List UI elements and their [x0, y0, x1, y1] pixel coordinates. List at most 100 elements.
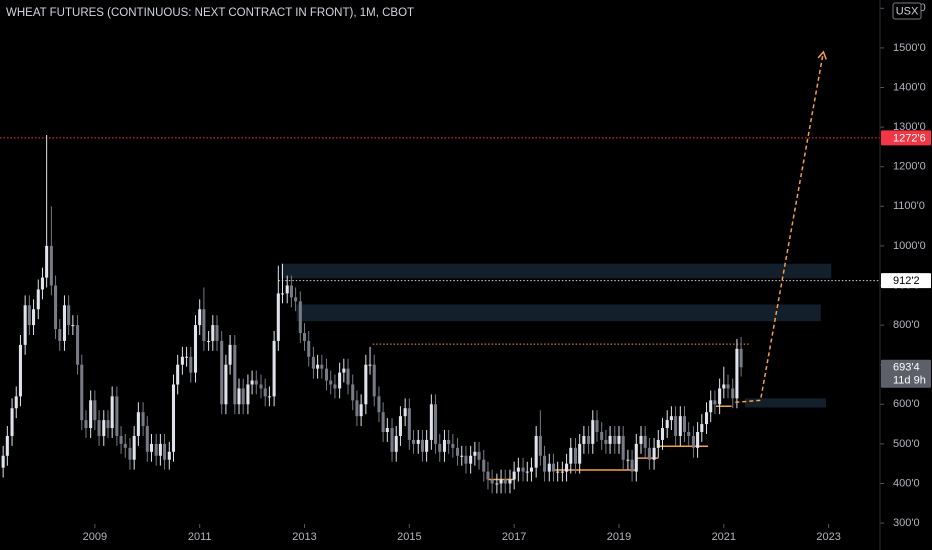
- candle-body: [54, 285, 58, 330]
- candle-body: [71, 325, 75, 327]
- candle-body: [198, 309, 202, 326]
- candle-body: [263, 388, 267, 397]
- candle-body: [5, 435, 9, 456]
- candle-body: [128, 447, 132, 460]
- candle-body: [722, 384, 726, 389]
- candle-body: [298, 301, 302, 334]
- candle-body: [250, 380, 254, 385]
- candle-body: [473, 451, 477, 456]
- candle-body: [10, 408, 14, 436]
- x-tick-label: 2015: [397, 531, 421, 543]
- candle-body: [333, 384, 337, 389]
- candle-body: [84, 420, 88, 429]
- candle-body: [420, 439, 424, 452]
- candle-body: [731, 388, 735, 399]
- candle-body: [180, 356, 184, 365]
- candle-body: [691, 435, 695, 448]
- candle-body: [578, 443, 582, 464]
- candle-body: [97, 420, 101, 436]
- candle-body: [416, 439, 420, 444]
- candle-body: [538, 435, 542, 456]
- candle-body: [647, 447, 651, 460]
- currency-box: [892, 2, 922, 20]
- candle-body: [316, 364, 320, 369]
- candle-body: [639, 435, 643, 444]
- candle-body: [682, 416, 687, 433]
- candle-body: [163, 443, 167, 460]
- candle-body: [630, 459, 634, 472]
- candle-body: [490, 479, 494, 484]
- price-label: 1272'6: [893, 132, 926, 144]
- candle-body: [700, 424, 704, 433]
- chart-title: WHEAT FUTURES (CONTINUOUS: NEXT CONTRACT…: [6, 7, 414, 19]
- candle-body: [123, 443, 127, 448]
- candle-body: [359, 404, 363, 417]
- candle-body: [364, 364, 368, 405]
- y-tick-label: 400'0: [893, 477, 920, 489]
- candle-body: [220, 340, 224, 405]
- price-label: 693'4: [893, 362, 920, 374]
- candle-body: [595, 420, 599, 433]
- candle-body: [398, 416, 402, 436]
- candle-body: [276, 293, 280, 341]
- candle-body: [228, 344, 232, 365]
- candle-body: [289, 285, 293, 298]
- candle-body: [551, 463, 556, 472]
- candle-body: [503, 479, 507, 484]
- candle-body: [45, 245, 49, 278]
- candle-body: [14, 396, 18, 409]
- candle-body: [678, 416, 682, 436]
- candle-body: [534, 435, 538, 468]
- candle-body: [294, 297, 298, 302]
- candle-body: [464, 455, 468, 464]
- candle-body: [438, 443, 442, 452]
- candle-body: [425, 439, 429, 452]
- candle-body: [482, 459, 486, 472]
- candle-body: [604, 439, 608, 444]
- plot: 2009 2011 2013 2015 2017 2019 2021 2023: [0, 50, 880, 543]
- projection-arrowhead: [817, 50, 827, 60]
- y-tick-label: 800'0: [893, 319, 920, 331]
- candle-body: [93, 400, 97, 421]
- candle-body: [626, 459, 630, 461]
- candle-body: [110, 396, 114, 429]
- candle-body: [351, 384, 355, 401]
- candle-body: [643, 435, 647, 448]
- candle-body: [285, 285, 289, 294]
- candle-body: [456, 447, 460, 456]
- candle-body: [324, 368, 329, 381]
- candle-body: [660, 428, 665, 440]
- candle-body: [246, 384, 250, 405]
- candle-body: [259, 384, 263, 389]
- candle-body: [342, 368, 346, 373]
- candle-body: [132, 435, 136, 460]
- candle-body: [582, 435, 586, 444]
- y-tick-label: 1200'0: [893, 161, 926, 173]
- candle-body: [525, 471, 529, 473]
- candle-body: [27, 305, 31, 326]
- candle-body: [560, 471, 564, 473]
- candle-body: [1, 455, 5, 468]
- candle-body: [735, 348, 739, 399]
- candle-body: [652, 447, 656, 460]
- countdown-label: 11d 9h: [893, 375, 926, 387]
- zone: [744, 398, 827, 408]
- candle-body: [591, 420, 595, 444]
- candle-body: [67, 305, 71, 326]
- candle-body: [512, 471, 516, 480]
- candle-body: [193, 325, 198, 373]
- candle-body: [687, 432, 691, 436]
- candle-body: [106, 420, 110, 429]
- candle-body: [18, 344, 22, 397]
- price-axis: 300'0400'0500'0600'0700'0800'0900'01000'…: [879, 0, 931, 550]
- currency-label: USX: [896, 5, 919, 17]
- candle-body: [434, 404, 438, 444]
- candle-body: [338, 372, 342, 389]
- candle-body: [709, 400, 713, 413]
- candle-body: [211, 325, 215, 341]
- candle-body: [713, 400, 717, 405]
- candle-body: [669, 416, 673, 421]
- candle-body: [311, 356, 315, 369]
- candle-body: [76, 325, 80, 365]
